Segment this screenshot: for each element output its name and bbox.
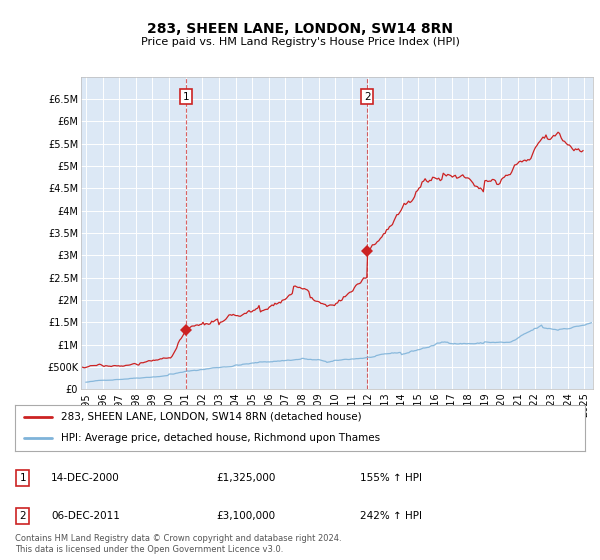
Text: 2: 2 <box>19 511 26 521</box>
Text: 2: 2 <box>364 92 370 102</box>
Text: 283, SHEEN LANE, LONDON, SW14 8RN (detached house): 283, SHEEN LANE, LONDON, SW14 8RN (detac… <box>61 412 361 422</box>
Text: £3,100,000: £3,100,000 <box>216 511 275 521</box>
Text: 242% ↑ HPI: 242% ↑ HPI <box>360 511 422 521</box>
Text: £1,325,000: £1,325,000 <box>216 473 275 483</box>
Text: 06-DEC-2011: 06-DEC-2011 <box>51 511 120 521</box>
Text: 1: 1 <box>19 473 26 483</box>
Text: 14-DEC-2000: 14-DEC-2000 <box>51 473 120 483</box>
Text: HPI: Average price, detached house, Richmond upon Thames: HPI: Average price, detached house, Rich… <box>61 433 380 443</box>
Text: 1: 1 <box>182 92 189 102</box>
Text: Contains HM Land Registry data © Crown copyright and database right 2024.: Contains HM Land Registry data © Crown c… <box>15 534 341 543</box>
Text: 155% ↑ HPI: 155% ↑ HPI <box>360 473 422 483</box>
Text: This data is licensed under the Open Government Licence v3.0.: This data is licensed under the Open Gov… <box>15 545 283 554</box>
Text: 283, SHEEN LANE, LONDON, SW14 8RN: 283, SHEEN LANE, LONDON, SW14 8RN <box>147 22 453 36</box>
Text: Price paid vs. HM Land Registry's House Price Index (HPI): Price paid vs. HM Land Registry's House … <box>140 37 460 47</box>
